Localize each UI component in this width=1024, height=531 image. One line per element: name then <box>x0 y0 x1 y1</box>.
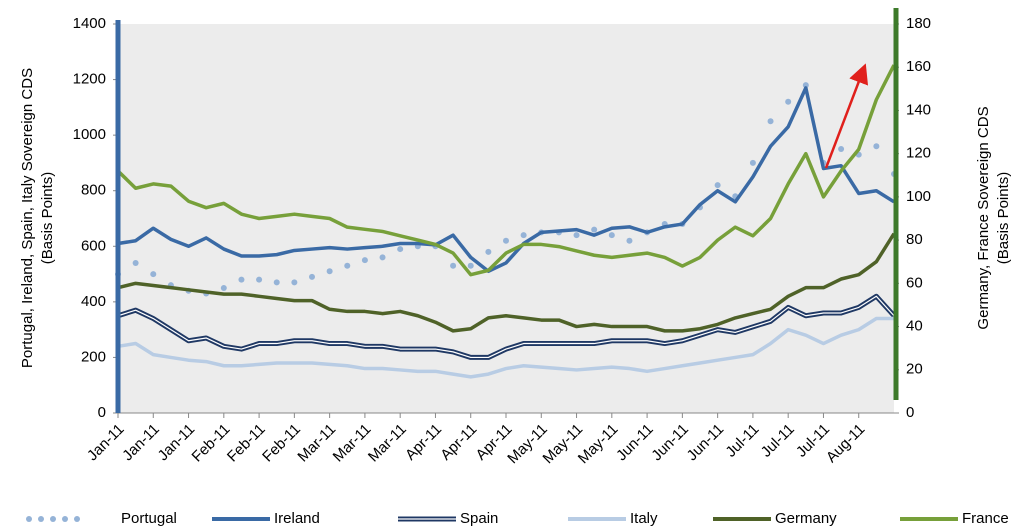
x-tick-label: Jan-11 <box>84 421 128 465</box>
x-tick-label: Apr-11 <box>402 421 445 464</box>
legend-label: Portugal <box>121 510 177 527</box>
point <box>220 284 227 291</box>
line <box>117 86 895 274</box>
point <box>326 268 333 275</box>
x-tick-label: Mar-11 <box>365 421 410 466</box>
line <box>117 232 896 333</box>
point <box>309 273 315 280</box>
x-tick-label: May-11 <box>575 421 622 468</box>
point <box>238 276 245 283</box>
x-tick-label: Feb-11 <box>224 421 269 466</box>
legend-label: Ireland <box>274 510 320 527</box>
y-tick-label: 1000 <box>73 126 106 143</box>
y2-tick-label: 60 <box>906 274 923 291</box>
point <box>591 226 598 233</box>
legend-swatch <box>50 516 56 522</box>
x-tick-label: Jul-11 <box>722 421 762 461</box>
point <box>873 143 880 150</box>
point <box>838 146 845 153</box>
point <box>749 159 756 166</box>
point <box>450 262 457 269</box>
point <box>291 279 298 286</box>
line <box>116 64 896 277</box>
line-inner <box>117 295 895 359</box>
y-tick-label: 600 <box>81 237 106 254</box>
x-tick-label: Jan-11 <box>119 421 163 465</box>
point <box>626 237 633 244</box>
x-tick-label: Jun-11 <box>613 421 657 465</box>
point <box>273 279 280 286</box>
plot-area <box>118 24 894 413</box>
y-tick-label: 0 <box>98 404 106 421</box>
y2-tick-label: 40 <box>906 318 923 335</box>
legend-swatch <box>26 516 32 522</box>
y2-tick-label: 180 <box>906 15 931 32</box>
y-tick-label: 400 <box>81 293 106 310</box>
legend-swatch <box>74 516 80 522</box>
point <box>767 118 774 125</box>
point <box>379 254 386 261</box>
y2-axis-title: (Basis Points) <box>995 172 1012 265</box>
point <box>150 271 157 278</box>
x-tick-label: Feb-11 <box>189 421 234 466</box>
legend-label: Germany <box>775 510 837 527</box>
y-tick-label: 1400 <box>73 15 106 32</box>
legend-swatch <box>62 516 68 522</box>
point <box>397 246 404 253</box>
x-tick-label: Mar-11 <box>294 421 339 466</box>
legend-swatch <box>38 516 44 522</box>
y2-axis-title: Germany, France Sovereign CDS <box>975 106 992 329</box>
y2-tick-label: 20 <box>906 361 923 378</box>
x-tick-label: Apr-11 <box>437 421 480 464</box>
y-tick-label: 800 <box>81 182 106 199</box>
y-tick-label: 200 <box>81 348 106 365</box>
point <box>608 232 615 239</box>
legend-label: Italy <box>630 510 658 527</box>
point <box>256 276 263 283</box>
y2-tick-label: 140 <box>906 101 931 118</box>
x-tick-label: Feb-11 <box>259 421 304 466</box>
point <box>503 237 509 244</box>
point <box>714 182 721 189</box>
x-tick-label: Jun-11 <box>684 421 728 465</box>
x-tick-label: Mar-11 <box>330 421 375 466</box>
x-tick-label: Aug-11 <box>823 421 868 466</box>
point <box>467 262 474 269</box>
y2-tick-label: 100 <box>906 188 931 205</box>
point <box>802 82 809 89</box>
point <box>573 232 580 239</box>
line <box>117 316 894 379</box>
x-tick-label: Jun-11 <box>648 421 692 465</box>
y-tick-label: 1200 <box>73 71 106 88</box>
point <box>344 262 351 269</box>
y2-tick-label: 80 <box>906 231 923 248</box>
point <box>785 98 792 105</box>
point <box>485 248 492 255</box>
y2-tick-label: 160 <box>906 58 931 75</box>
y-axis-title: Portugal, Ireland, Spain, Italy Sovereig… <box>19 68 36 368</box>
point <box>361 257 368 264</box>
y-axis-title: (Basis Points) <box>39 172 56 265</box>
point <box>132 259 139 266</box>
legend-label: France <box>962 510 1009 527</box>
y2-tick-label: 0 <box>906 404 914 421</box>
point <box>520 232 527 239</box>
y2-tick-label: 120 <box>906 145 931 162</box>
annotation-arrow <box>824 63 869 169</box>
x-tick-label: Jul-11 <box>758 421 798 461</box>
legend-label: Spain <box>460 510 498 527</box>
